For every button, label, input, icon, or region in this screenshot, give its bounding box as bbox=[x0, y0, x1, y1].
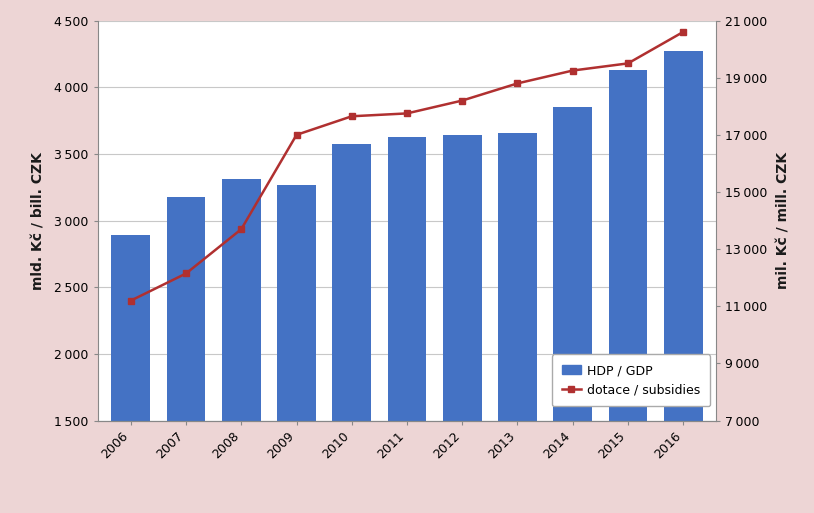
Bar bbox=[332, 144, 371, 513]
Y-axis label: mil. Kč / mill. CZK: mil. Kč / mill. CZK bbox=[776, 152, 790, 289]
Bar bbox=[387, 136, 427, 513]
Bar bbox=[112, 235, 150, 513]
Legend: HDP / GDP, dotace / subsidies: HDP / GDP, dotace / subsidies bbox=[552, 354, 710, 406]
Bar bbox=[222, 179, 260, 513]
Bar bbox=[167, 196, 205, 513]
Bar bbox=[664, 51, 702, 513]
Bar bbox=[498, 132, 536, 513]
Bar bbox=[609, 70, 647, 513]
Bar bbox=[278, 185, 316, 513]
Y-axis label: mld. Kč / bill. CZK: mld. Kč / bill. CZK bbox=[32, 152, 46, 289]
Bar bbox=[554, 107, 592, 513]
Bar bbox=[443, 135, 482, 513]
